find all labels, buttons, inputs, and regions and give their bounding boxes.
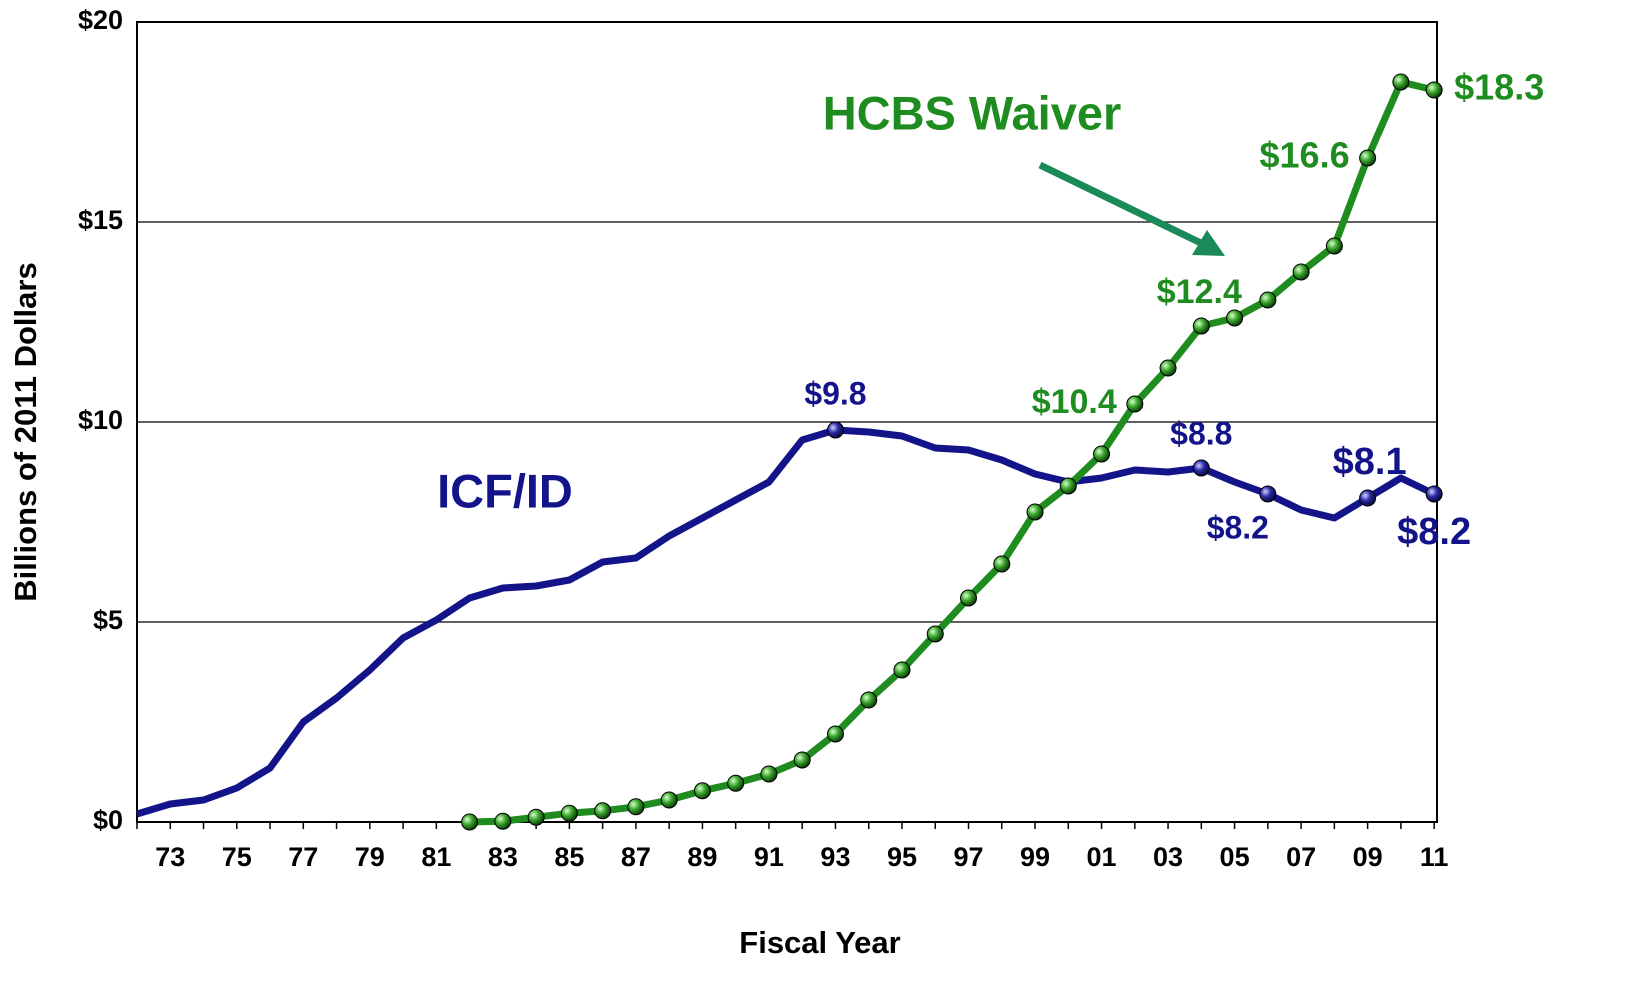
x-tick-label: 97: [953, 842, 983, 872]
data-point: [1159, 359, 1177, 377]
data-point: [461, 813, 479, 831]
data-point: [594, 802, 612, 820]
data-point: [1359, 149, 1377, 167]
x-tick-label: 89: [687, 842, 717, 872]
x-tick-label: 03: [1153, 842, 1183, 872]
data-point: [1292, 263, 1310, 281]
x-tick-label: 93: [820, 842, 850, 872]
x-tick-label: 01: [1087, 842, 1117, 872]
x-axis-label: Fiscal Year: [739, 925, 900, 960]
legend-label: ICF/ID: [437, 464, 573, 517]
data-point: [926, 625, 944, 643]
data-point: [860, 691, 878, 709]
y-tick-label: $15: [78, 205, 123, 235]
annotation-arrow-head: [1192, 230, 1225, 256]
data-point: [1425, 485, 1443, 503]
y-tick-label: $5: [93, 605, 123, 635]
x-tick-label: 05: [1220, 842, 1250, 872]
x-tick-label: 79: [355, 842, 385, 872]
annotation-arrow: [1038, 161, 1207, 249]
data-point: [1226, 309, 1244, 327]
data-point: [960, 589, 977, 607]
data-point: [494, 812, 512, 830]
data-label: $8.2: [1397, 511, 1471, 553]
y-tick-label: $0: [93, 805, 123, 835]
data-point: [1259, 485, 1277, 503]
data-label: $16.6: [1260, 135, 1350, 176]
data-point: [693, 782, 711, 800]
data-label: $8.8: [1170, 415, 1232, 451]
data-label: $10.4: [1032, 383, 1117, 421]
x-tick-label: 83: [488, 842, 518, 872]
data-point: [893, 661, 911, 679]
x-tick-label: 07: [1286, 842, 1316, 872]
x-tick-label: 95: [887, 842, 917, 872]
data-label: $9.8: [804, 375, 866, 411]
data-point: [1093, 445, 1111, 463]
data-point: [1059, 477, 1077, 495]
data-point: [660, 791, 678, 809]
data-point: [1192, 317, 1210, 335]
data-point: [560, 804, 578, 822]
data-point: [993, 555, 1011, 573]
x-tick-label: 99: [1020, 842, 1050, 872]
x-tick-label: 09: [1353, 842, 1383, 872]
series-line: [135, 426, 1436, 818]
data-point: [826, 421, 844, 439]
data-point: [1359, 489, 1377, 507]
legend-label: HCBS Waiver: [823, 86, 1122, 139]
y-axis-label: Billions of 2011 Dollars: [8, 262, 43, 601]
data-point: [760, 765, 778, 783]
x-tick-label: 81: [421, 842, 451, 872]
data-point: [793, 751, 811, 769]
x-tick-label: 11: [1420, 842, 1449, 872]
data-point: [1392, 73, 1410, 91]
x-tick-label: 85: [554, 842, 584, 872]
x-tick-label: 73: [155, 842, 185, 872]
data-point: [627, 798, 645, 816]
x-tick-label: 87: [621, 842, 651, 872]
data-label: $8.1: [1333, 441, 1407, 483]
data-point: [1126, 395, 1144, 413]
data-label: $18.3: [1454, 67, 1544, 108]
data-point: [1026, 503, 1044, 521]
data-point: [1325, 237, 1343, 255]
x-tick-label: 77: [288, 842, 318, 872]
x-tick-label: 91: [754, 842, 784, 872]
data-point: [1192, 459, 1210, 477]
data-label: $8.2: [1207, 509, 1269, 545]
x-tick-label: 75: [222, 842, 252, 872]
data-label: $12.4: [1157, 273, 1242, 311]
data-point: [1259, 291, 1277, 309]
y-tick-label: $20: [78, 5, 123, 35]
data-point: [1425, 81, 1443, 99]
data-point: [527, 808, 545, 826]
data-point: [727, 774, 745, 792]
data-point: [826, 725, 844, 743]
plot-frame: [136, 21, 1438, 823]
y-tick-label: $10: [78, 405, 123, 435]
